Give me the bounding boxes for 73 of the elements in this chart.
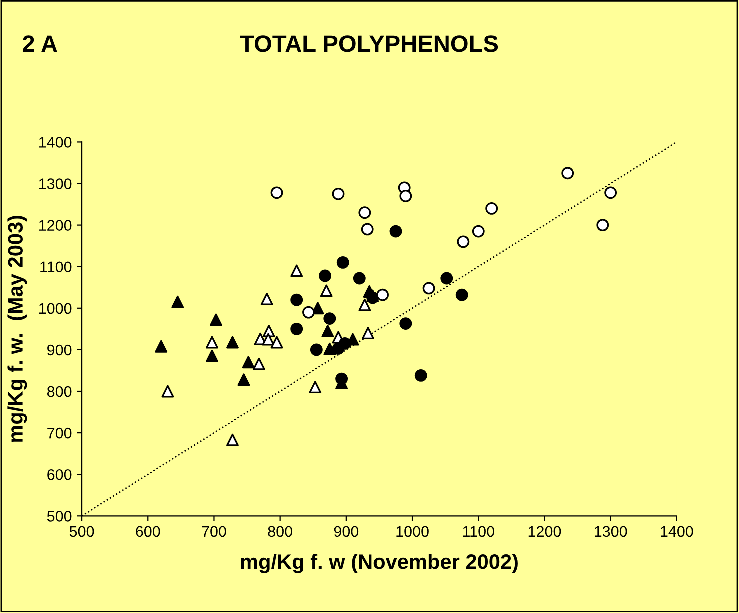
point	[290, 264, 304, 278]
point	[376, 288, 389, 302]
point	[486, 202, 498, 215]
point	[206, 336, 218, 349]
point	[238, 374, 250, 386]
point	[270, 336, 284, 349]
point	[270, 186, 284, 200]
point	[358, 298, 372, 312]
point	[336, 256, 350, 269]
point	[252, 358, 266, 370]
point	[604, 186, 618, 200]
y-tick-label: 600	[48, 469, 72, 480]
text: 2 A	[22, 36, 58, 52]
point	[322, 325, 334, 338]
point	[362, 327, 374, 340]
y-tick-label: 700	[48, 428, 72, 439]
point	[206, 350, 218, 362]
point	[400, 318, 412, 330]
y-tick-label: 800	[47, 386, 72, 398]
point	[309, 381, 322, 394]
x-tick-label: 800	[268, 526, 292, 538]
point	[210, 314, 222, 326]
point	[361, 223, 374, 236]
x-tick-label: 1200	[528, 526, 562, 538]
point	[310, 344, 323, 356]
point	[456, 288, 468, 302]
chart-title: TOTAL POLYPHENOLS	[240, 36, 498, 52]
point	[338, 338, 352, 350]
y-tick-label: 500	[47, 511, 72, 522]
point	[172, 296, 184, 308]
x-tick-label: 1000	[396, 526, 429, 538]
x-tick-label: 700	[202, 526, 226, 538]
x-tick-label: 500	[70, 526, 94, 538]
point	[319, 270, 332, 282]
point	[472, 225, 485, 238]
x-tick-label: 1100	[463, 526, 494, 538]
point	[562, 167, 574, 180]
point	[302, 306, 315, 319]
point	[422, 282, 436, 295]
point	[400, 190, 412, 202]
y-tick-label: 1400	[39, 137, 72, 148]
point	[242, 356, 255, 369]
y-tick-label: 1000	[39, 303, 72, 314]
point	[290, 322, 304, 336]
point	[596, 219, 610, 232]
point	[457, 236, 470, 248]
y-tick-label: 1300	[39, 178, 72, 190]
point	[358, 206, 372, 220]
point	[162, 385, 174, 398]
point	[324, 342, 336, 356]
x-tick-label: 1300	[595, 526, 628, 538]
point	[320, 284, 333, 298]
x-tick-label: 900	[334, 526, 359, 538]
x-axis-title: mg/Kg f. w (November 2002)	[241, 554, 518, 574]
point	[324, 312, 336, 326]
point	[260, 293, 274, 306]
point	[390, 225, 402, 238]
point	[226, 434, 239, 446]
point	[155, 340, 168, 353]
point	[226, 336, 239, 349]
y-tick-label: 1100	[40, 262, 72, 273]
point	[336, 372, 348, 386]
y-tick-label: 900	[48, 344, 72, 356]
y-tick-label: 1200	[39, 220, 72, 231]
point	[262, 333, 275, 346]
x-tick-label: 1400	[661, 526, 694, 538]
y-axis-title: mg/Kg f. w. (May 2003)	[8, 216, 28, 442]
point	[332, 188, 345, 200]
point	[414, 370, 428, 382]
point	[440, 272, 454, 285]
point	[353, 272, 366, 285]
point	[290, 294, 304, 306]
x-tick-label: 600	[136, 526, 160, 538]
